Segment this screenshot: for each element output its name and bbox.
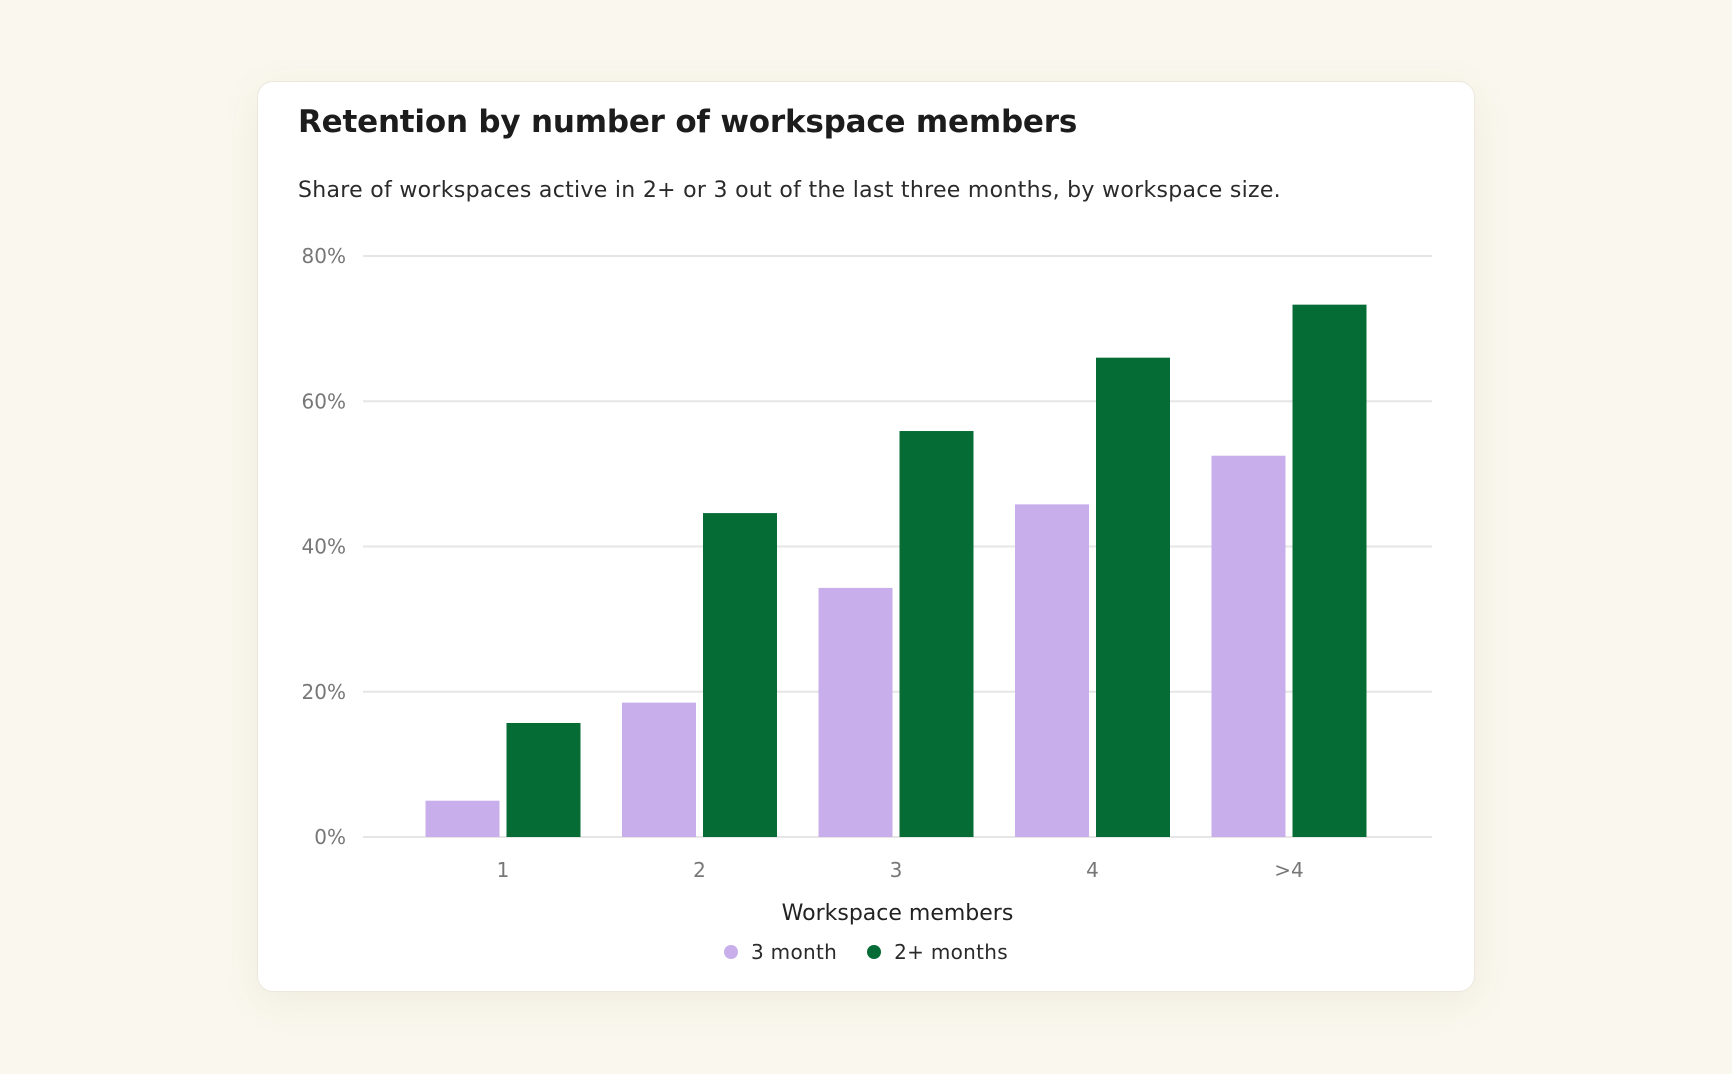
x-tick-label: >4 <box>1274 858 1303 882</box>
x-tick-label: 3 <box>890 858 903 882</box>
legend-label: 3 month <box>751 940 838 964</box>
bar-3-month-4[interactable] <box>1015 504 1089 837</box>
bar-2-months-1[interactable] <box>506 722 581 837</box>
legend-dot-icon <box>724 945 738 959</box>
bar-3-month-5[interactable] <box>1211 455 1286 837</box>
legend-item-2-plus-months[interactable]: 2+ months <box>867 940 1008 964</box>
x-tick-label: 4 <box>1086 858 1099 882</box>
legend: 3 month 2+ months <box>258 940 1474 964</box>
bar-2-months-4[interactable] <box>1096 357 1170 837</box>
y-tick-label: 0% <box>314 825 346 849</box>
x-axis-title: Workspace members <box>782 901 1014 926</box>
bar-2-months-3[interactable] <box>899 431 974 837</box>
legend-label: 2+ months <box>894 940 1008 964</box>
bar-chart: 0% 20% 40% 60% 80% 1 2 3 4 >4 Workspace members <box>302 244 1432 926</box>
chart-subtitle: Share of workspaces active in 2+ or 3 ou… <box>298 178 1281 203</box>
legend-dot-icon <box>867 945 882 959</box>
x-tick-label: 2 <box>693 858 706 882</box>
bar-layer <box>425 304 1367 837</box>
x-tick-label: 1 <box>497 858 510 882</box>
y-tick-label: 80% <box>302 244 346 268</box>
chart-card: Retention by number of workspace members… <box>257 81 1475 992</box>
label-layer: 0% 20% 40% 60% 80% 1 2 3 4 >4 <box>302 244 1304 882</box>
y-tick-label: 20% <box>302 680 346 704</box>
legend-item-3-month[interactable]: 3 month <box>724 940 837 964</box>
y-tick-label: 60% <box>302 389 346 413</box>
chart-title: Retention by number of workspace members <box>298 104 1078 140</box>
bar-3-month-1[interactable] <box>425 800 500 837</box>
y-tick-label: 40% <box>302 535 346 559</box>
bar-2-months-2[interactable] <box>703 513 777 837</box>
bar-3-month-2[interactable] <box>622 702 696 837</box>
bar-3-month-3[interactable] <box>818 587 893 837</box>
bar-2-months-5[interactable] <box>1292 304 1367 837</box>
